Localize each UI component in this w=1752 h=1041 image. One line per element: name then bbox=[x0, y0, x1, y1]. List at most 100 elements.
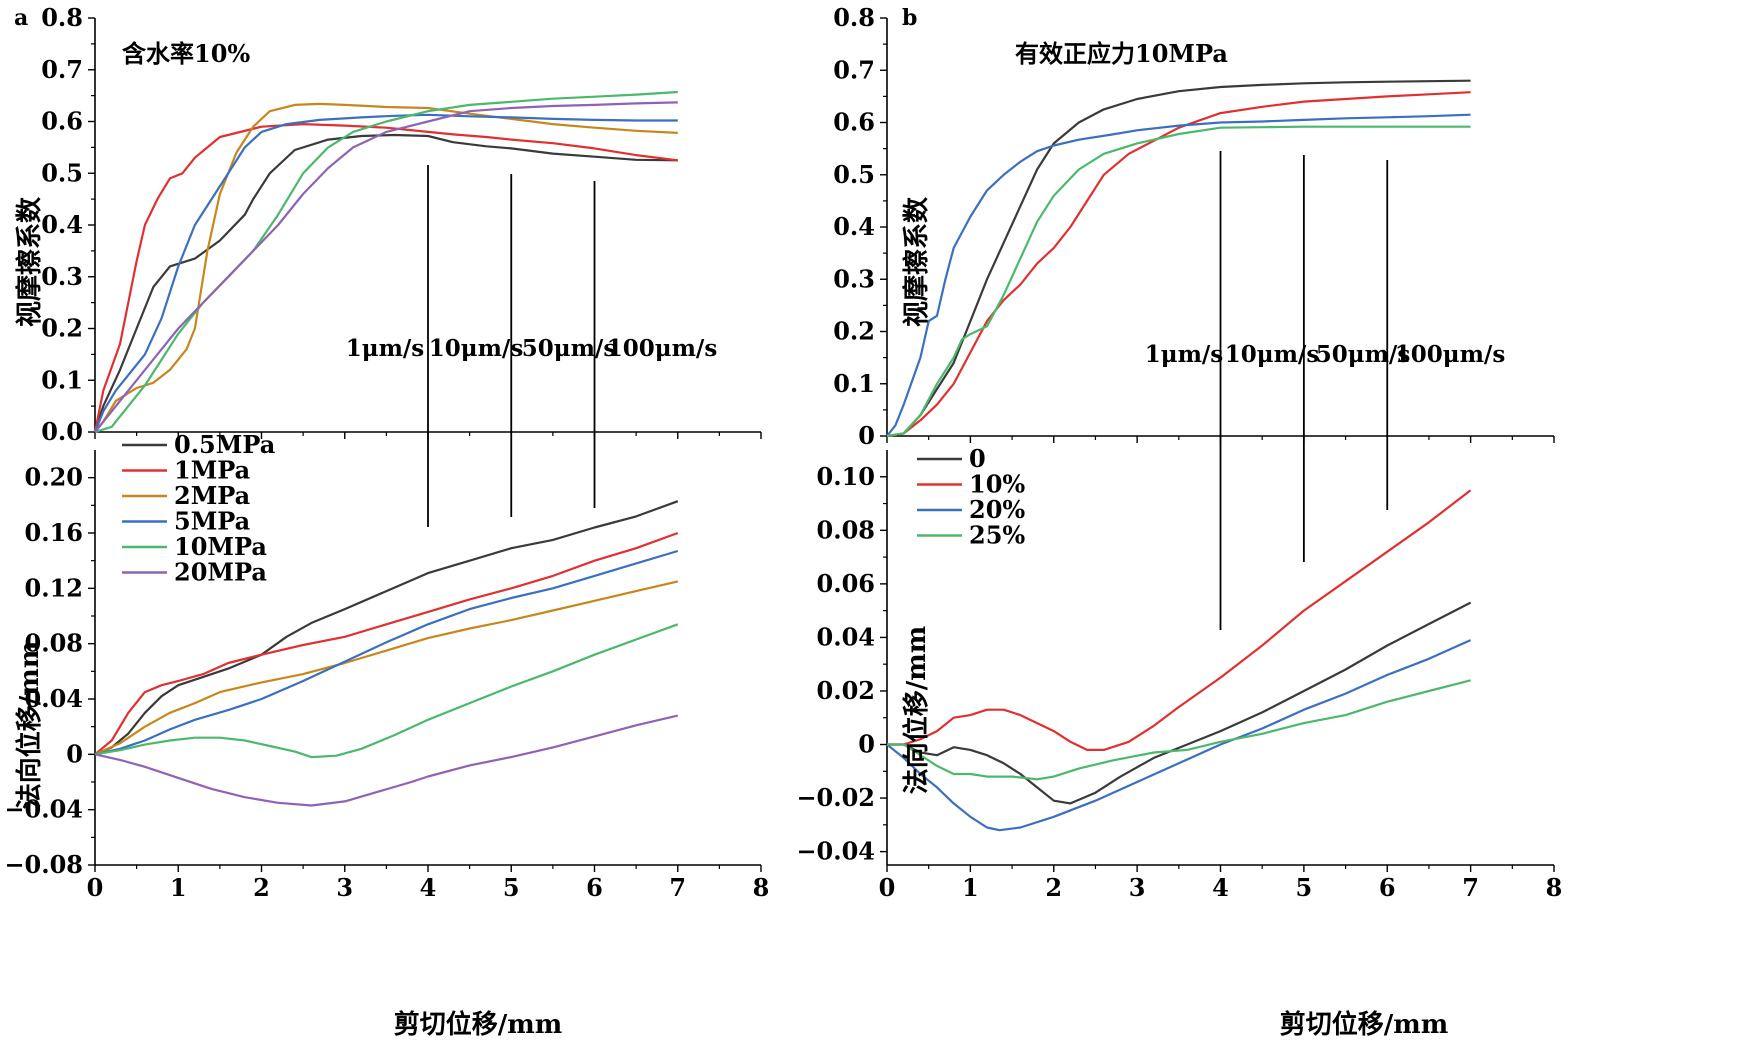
panel-a-top-ytick-label: 0.3 bbox=[41, 262, 83, 291]
panel-a-letter: a bbox=[14, 5, 28, 31]
panel-b-xtick-label: 8 bbox=[1546, 873, 1563, 902]
panel-a-bottom-series-20mpa bbox=[94, 714, 679, 807]
panel-b-top-ytick-label: 0 bbox=[858, 421, 875, 450]
panel-a-bottom-ytick-label: 0.16 bbox=[25, 518, 83, 547]
panel-b-top-ytick-label: 0.7 bbox=[833, 55, 875, 84]
panel-a-top-series-20mpa bbox=[94, 101, 678, 433]
panel-b-xtick-label: 5 bbox=[1296, 873, 1313, 902]
panel-b-bottom-ytick-label: −0.02 bbox=[796, 783, 875, 812]
panel-b-legend-label-20: 20% bbox=[969, 495, 1025, 524]
panel-b-speed-label: 1μm/s bbox=[1145, 341, 1224, 368]
panel-b-top-ytick-label: 0.5 bbox=[833, 160, 875, 189]
panel-a-friction-plot: 0.0 0.1 0.2 0.3 0.4 0.5 0.6 0.7 0.8 bbox=[41, 3, 762, 446]
panel-a-bottom-ytick-label: 0.20 bbox=[25, 463, 83, 492]
panel-a-top-ytick-label: 0.0 bbox=[41, 417, 83, 446]
panel-a-bottom-ytick-label: 0.08 bbox=[25, 629, 83, 658]
panel-b-top-ytick-label: 0.3 bbox=[833, 264, 875, 293]
panel-a-top-ytick-label: 0.2 bbox=[41, 314, 83, 343]
panel-b-xtick-label: 2 bbox=[1045, 873, 1062, 902]
panel-b-bottom-ytick-label: 0.02 bbox=[817, 676, 875, 705]
panel-b-legend: 010%20%25% bbox=[917, 444, 1025, 550]
panel-b-top-ytick-label: 0.6 bbox=[833, 108, 875, 137]
panel-b-top-series-25 bbox=[886, 125, 1471, 438]
panel-b-letter: b bbox=[902, 5, 917, 31]
panel-b-top-ytick-label: 0.2 bbox=[833, 317, 875, 346]
panel-b-top-series-20 bbox=[886, 113, 1471, 437]
panel-b: b 00.10.20.30.40.50.60.70.8 −0.04−0.0200… bbox=[796, 3, 1562, 1040]
panel-b-bottom-series-0 bbox=[887, 601, 1472, 805]
panel-a: a 0.0 0.1 0.2 0.3 0.4 0.5 0.6 0.7 0.8 −0.08 −0.04… bbox=[4, 3, 769, 1040]
panel-a-bottom-ytick-label: 0.12 bbox=[25, 573, 83, 602]
panel-a-speed-label: 50μm/s bbox=[522, 335, 617, 362]
panel-a-xtick-label: 8 bbox=[753, 873, 770, 902]
panel-b-top-series-10 bbox=[886, 91, 1471, 438]
panel-a-bottom-series-1mpa bbox=[94, 531, 679, 756]
panel-a-legend-label-1mpa: 1MPa bbox=[174, 456, 250, 485]
panel-a-top-ytick-label: 0.4 bbox=[41, 210, 83, 239]
panel-b-top-ytick-label: 0.4 bbox=[833, 212, 875, 241]
panel-a-top-ytick-label: 0.5 bbox=[41, 158, 83, 187]
panel-b-legend-label-0: 0 bbox=[969, 444, 986, 473]
panel-a-top-series-1mpa bbox=[93, 123, 678, 433]
panel-a-top-ytick-label: 0.8 bbox=[41, 3, 83, 32]
panel-b-xtick-label: 1 bbox=[962, 873, 979, 902]
panel-a-top-ylabel: 视摩擦系数 bbox=[14, 196, 45, 327]
panel-b-normal-displacement-plot: −0.04 −0.02 0 0.02 0.04 0.06 0.08 0.10 0 1 2 3 4 5 6 7 8 bbox=[796, 450, 1562, 902]
panel-b-top-series-0 bbox=[886, 79, 1471, 438]
panel-b-friction-plot: 0 0.1 0.2 0.3 0.4 0.5 0.6 0.7 0.8 bbox=[833, 3, 1555, 450]
panel-a-top-ytick-label: 0.6 bbox=[41, 107, 83, 136]
panel-b-xtick-label: 4 bbox=[1212, 873, 1229, 902]
panel-b-xtick-label: 6 bbox=[1379, 873, 1396, 902]
panel-a-annotation: 含水率10% bbox=[122, 39, 250, 68]
panel-a-legend-label-20mpa: 20MPa bbox=[174, 558, 267, 587]
panel-a-legend-label-5mpa: 5MPa bbox=[174, 507, 250, 536]
panel-a-bottom-ytick-label: −0.04 bbox=[4, 795, 83, 824]
panel-a-legend-label-0-5mpa: 0.5MPa bbox=[174, 430, 275, 459]
panel-a-xtick-label: 5 bbox=[503, 873, 520, 902]
panel-b-bottom-series-10 bbox=[887, 489, 1472, 751]
panel-b-bottom-ytick-label: 0.04 bbox=[817, 622, 875, 651]
panel-b-speed-label: 50μm/s bbox=[1316, 341, 1411, 368]
panel-a-bottom-ytick-label: −0.08 bbox=[4, 850, 83, 879]
panel-a-xtick-label: 3 bbox=[336, 873, 353, 902]
panel-a-top-ytick-label: 0.7 bbox=[41, 55, 83, 84]
panel-a-bottom-series-2mpa bbox=[94, 580, 679, 756]
panel-a-speed-label: 10μm/s bbox=[429, 335, 524, 362]
panel-a-bottom-ytick-label: 0.04 bbox=[25, 684, 83, 713]
panel-a-xtick-label: 0 bbox=[87, 873, 104, 902]
panel-b-legend-label-10: 10% bbox=[969, 470, 1025, 499]
panel-a-legend-label-2mpa: 2MPa bbox=[174, 481, 250, 510]
panel-a-speed-label: 100μm/s bbox=[607, 335, 718, 362]
panel-a-xtick-label: 1 bbox=[170, 873, 187, 902]
panel-b-speed-label: 100μm/s bbox=[1395, 341, 1506, 368]
panel-a-speed-label: 1μm/s bbox=[346, 335, 425, 362]
panel-a-normal-displacement-plot: −0.08 −0.04 0 0.04 0.08 0.12 0.16 0.20 0 1 2 3 4 5 6 7 8 bbox=[4, 450, 769, 902]
panel-b-annotation: 有效正应力10MPa bbox=[1015, 39, 1228, 68]
panel-a-bottom-series-5mpa bbox=[94, 549, 679, 756]
panel-b-xtick-label: 0 bbox=[879, 873, 896, 902]
panel-a-xlabel: 剪切位移/mm bbox=[394, 1009, 563, 1040]
panel-b-xtick-label: 3 bbox=[1129, 873, 1146, 902]
panel-b-top-ytick-label: 0.8 bbox=[833, 3, 875, 32]
panel-b-bottom-ytick-label: −0.04 bbox=[796, 837, 875, 866]
panel-b-bottom-ytick-label: 0.08 bbox=[817, 515, 875, 544]
panel-b-bottom-ytick-label: 0.10 bbox=[817, 462, 875, 491]
panel-a-xtick-label: 2 bbox=[253, 873, 270, 902]
panel-b-bottom-series-20 bbox=[886, 639, 1472, 832]
panel-b-top-ytick-label: 0.1 bbox=[833, 369, 875, 398]
panel-a-top-series-2mpa bbox=[94, 102, 678, 433]
panel-b-xtick-label: 7 bbox=[1462, 873, 1479, 902]
panel-b-bottom-ylabel: 法向位移/mm bbox=[901, 626, 932, 795]
panel-b-bottom-ytick-label: 0.06 bbox=[817, 569, 875, 598]
panel-a-top-series-10mpa bbox=[94, 90, 678, 434]
panel-a-bottom-series-10mpa bbox=[94, 623, 679, 759]
panel-a-bottom-series-0-5mpa bbox=[94, 500, 679, 756]
panel-a-top-series-0-5mpa bbox=[93, 133, 678, 433]
panel-a-legend-label-10mpa: 10MPa bbox=[174, 532, 267, 561]
panel-a-bottom-ytick-label: 0 bbox=[66, 739, 83, 768]
panel-b-legend-label-25: 25% bbox=[969, 521, 1025, 550]
